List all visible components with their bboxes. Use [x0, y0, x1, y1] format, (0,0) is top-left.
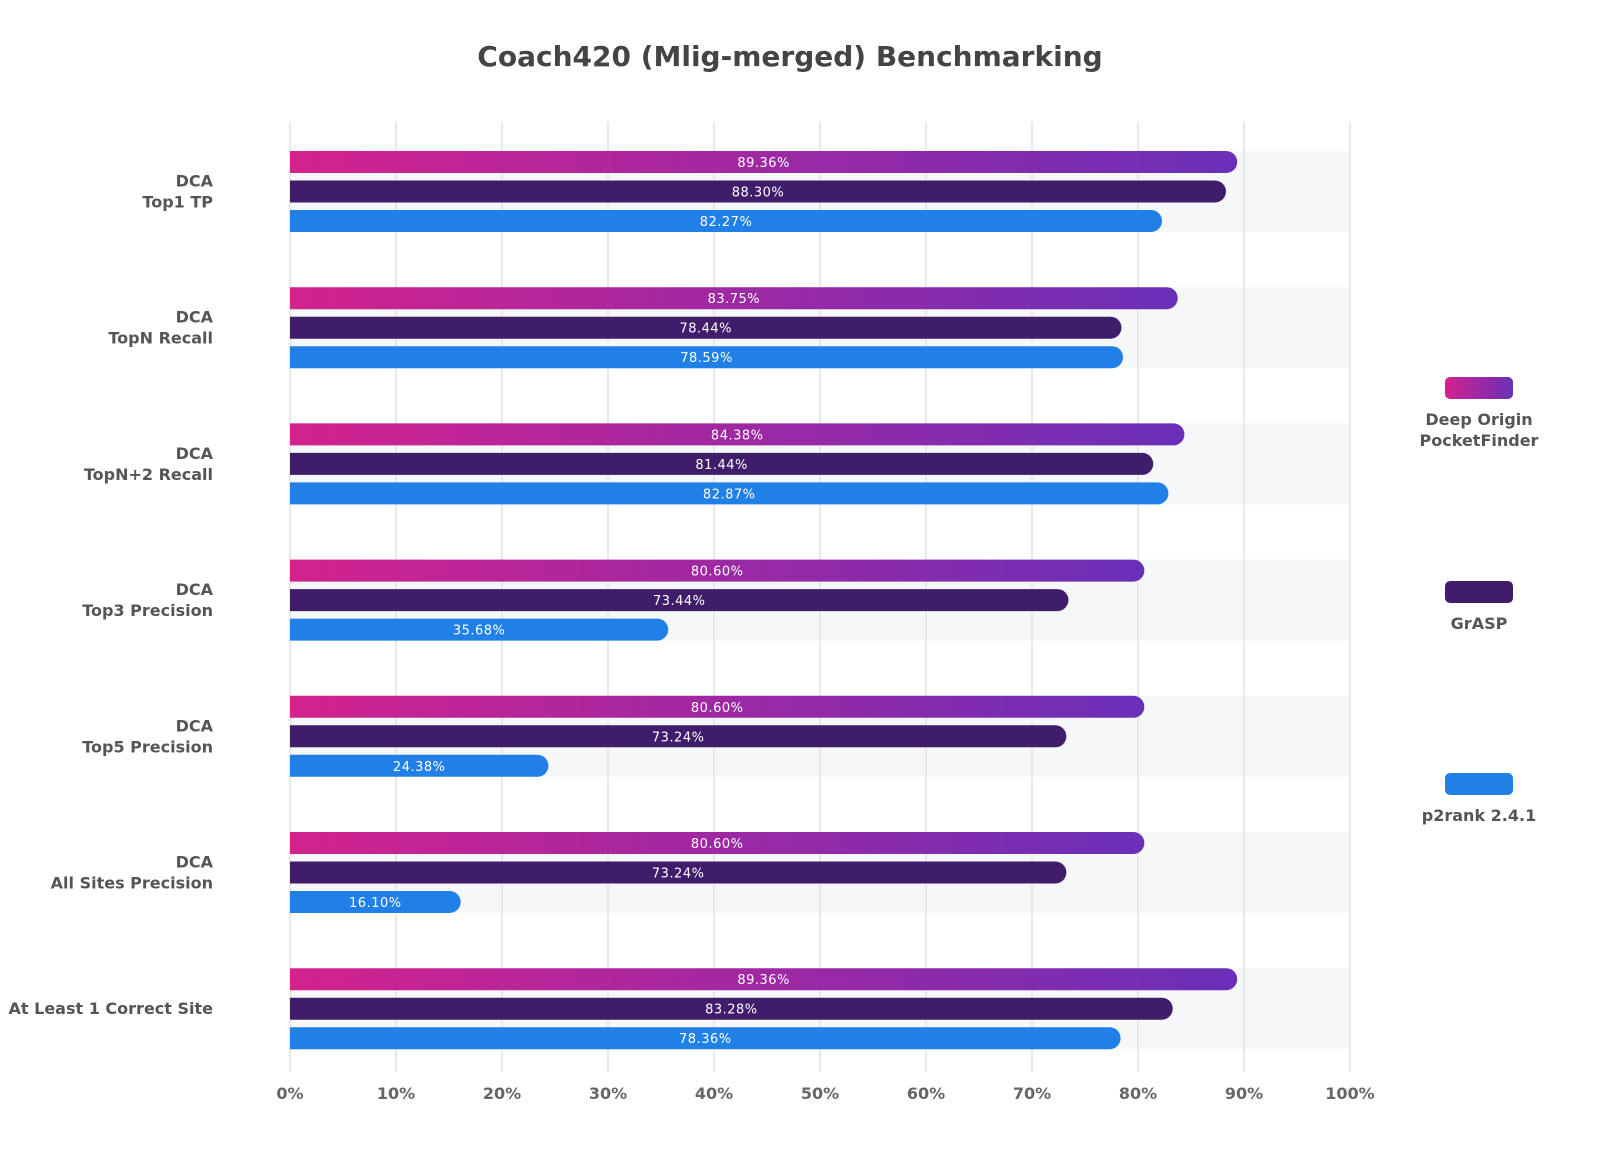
bar-p2rank-2-4-1 [290, 754, 549, 777]
bar-value-label: 82.27% [700, 215, 753, 230]
bar-grasp [290, 180, 1226, 203]
x-tick-label: 70% [1013, 1084, 1051, 1103]
bar-deep-origin-pocketfinder [290, 559, 1145, 582]
bar-value-label: 81.44% [695, 458, 748, 473]
bar-value-label: 16.10% [349, 896, 402, 911]
bar-value-label: 83.75% [708, 292, 761, 307]
category-label: DCA [176, 172, 214, 191]
category-label: Top1 TP [142, 193, 213, 212]
legend-label: p2rank 2.4.1 [1422, 806, 1536, 825]
bar-grasp [290, 589, 1069, 612]
category-label: Top3 Precision [82, 601, 213, 620]
category-label: DCA [176, 580, 214, 599]
bar-value-label: 73.24% [652, 867, 705, 882]
legend-swatch [1445, 377, 1513, 399]
category-label: At Least 1 Correct Site [9, 999, 214, 1018]
bar-grasp [290, 316, 1122, 339]
bar-value-label: 78.59% [680, 351, 733, 366]
bar-grasp [290, 452, 1154, 475]
legend-label: PocketFinder [1420, 431, 1539, 450]
bar-value-label: 35.68% [453, 624, 506, 639]
category-label: All Sites Precision [51, 874, 213, 893]
bar-value-label: 80.60% [691, 565, 744, 580]
bar-deep-origin-pocketfinder [290, 968, 1238, 991]
bar-value-label: 89.36% [737, 156, 790, 171]
bar-deep-origin-pocketfinder [290, 832, 1145, 855]
bar-value-label: 73.24% [652, 730, 705, 745]
x-tick-label: 60% [907, 1084, 945, 1103]
bar-grasp [290, 997, 1173, 1020]
category-label: DCA [176, 444, 214, 463]
category-label: Top5 Precision [82, 737, 213, 756]
legend-label: GrASP [1451, 614, 1508, 633]
bar-p2rank-2-4-1 [290, 618, 669, 641]
bar-value-label: 88.30% [732, 186, 785, 201]
chart-title: Coach420 (Mlig-merged) Benchmarking [477, 40, 1102, 73]
bar-deep-origin-pocketfinder [290, 695, 1145, 718]
category-label: DCA [176, 308, 214, 327]
bar-deep-origin-pocketfinder [290, 423, 1185, 446]
x-tick-label: 20% [483, 1084, 521, 1103]
legend-label: Deep Origin [1425, 410, 1532, 429]
legend-swatch [1445, 581, 1513, 603]
bar-value-label: 78.36% [679, 1032, 732, 1047]
x-tick-label: 30% [589, 1084, 627, 1103]
bar-value-label: 78.44% [679, 322, 732, 337]
bar-grasp [290, 861, 1067, 884]
bar-p2rank-2-4-1 [290, 482, 1169, 505]
bar-deep-origin-pocketfinder [290, 287, 1178, 310]
category-label: DCA [176, 853, 214, 872]
bar-value-label: 80.60% [691, 837, 744, 852]
category-label: TopN Recall [108, 329, 213, 348]
bar-value-label: 24.38% [393, 760, 446, 775]
bar-p2rank-2-4-1 [290, 210, 1163, 232]
x-tick-label: 50% [801, 1084, 839, 1103]
bar-value-label: 80.60% [691, 701, 744, 716]
bar-deep-origin-pocketfinder [290, 151, 1238, 173]
bar-value-label: 84.38% [711, 428, 764, 443]
legend-swatch [1445, 773, 1513, 795]
x-tick-label: 40% [695, 1084, 733, 1103]
bar-value-label: 89.36% [737, 973, 790, 988]
x-tick-label: 80% [1119, 1084, 1157, 1103]
bar-grasp [290, 725, 1067, 748]
bar-p2rank-2-4-1 [290, 346, 1124, 369]
bar-p2rank-2-4-1 [290, 891, 461, 913]
x-tick-label: 90% [1225, 1084, 1263, 1103]
x-tick-label: 100% [1325, 1084, 1374, 1103]
bar-value-label: 73.44% [653, 594, 706, 609]
category-label: TopN+2 Recall [84, 465, 213, 484]
x-tick-label: 0% [276, 1084, 303, 1103]
bar-value-label: 82.87% [703, 487, 756, 502]
x-tick-label: 10% [377, 1084, 415, 1103]
bar-value-label: 83.28% [705, 1003, 758, 1018]
bar-p2rank-2-4-1 [290, 1027, 1121, 1050]
category-label: DCA [176, 716, 214, 735]
